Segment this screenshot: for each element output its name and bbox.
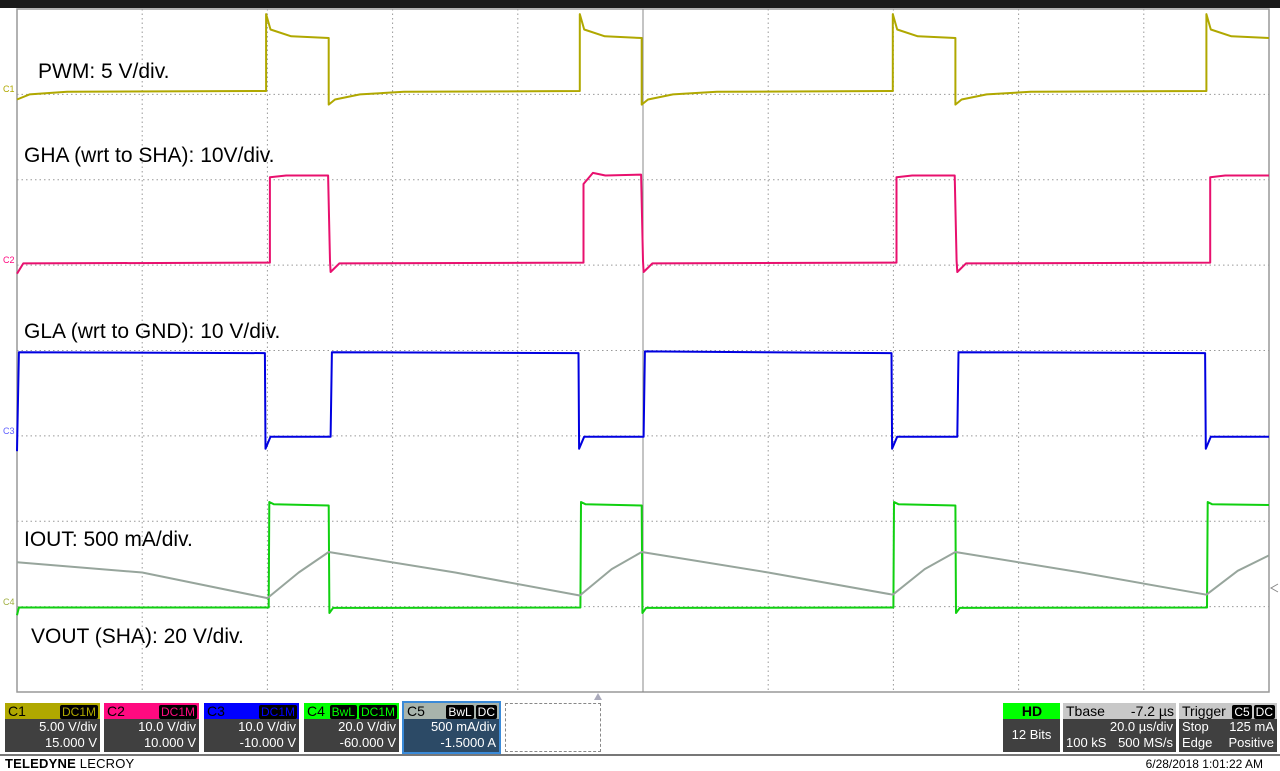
channel-offset: -1.5000 A — [440, 735, 496, 750]
waveform-grid — [16, 8, 1279, 700]
channel-offset: 15.000 V — [44, 735, 97, 750]
trigger-level-marker — [1269, 583, 1279, 593]
channel-vdiv: 5.00 V/div — [39, 719, 97, 734]
coupling-tag: DC1M — [358, 705, 397, 719]
top-menu-bar — [0, 0, 1280, 8]
trigger-panel[interactable]: Trigger C5 DC Stop 125 mA Edge Positive — [1179, 703, 1277, 752]
annotation-iout: IOUT: 500 mA/div. — [24, 528, 193, 551]
channel-name: C2 — [107, 703, 125, 719]
channel-vdiv: 10.0 V/div — [238, 719, 296, 734]
timebase-label: Tbase — [1066, 703, 1105, 719]
channel-name: C1 — [8, 703, 26, 719]
annotation-vout: VOUT (SHA): 20 V/div. — [31, 625, 244, 648]
ground-marker-c1[interactable]: C1 — [3, 84, 15, 94]
channel-name: C3 — [207, 703, 225, 719]
coupling-tag: DC1M — [258, 705, 297, 719]
ground-marker-c3[interactable]: C3 — [3, 426, 15, 436]
annotation-pwm: PWM: 5 V/div. — [38, 60, 170, 83]
trigger-coupling: DC — [1253, 705, 1275, 719]
annotation-gla: GLA (wrt to GND): 10 V/div. — [24, 320, 281, 343]
channel-vdiv: 20.0 V/div — [338, 719, 396, 734]
trace-c2 — [16, 171, 1269, 275]
timebase-samples: 100 kS — [1066, 735, 1107, 750]
brand-logo: TELEDYNE LECROY — [5, 756, 135, 771]
channel-offset: 10.000 V — [143, 735, 196, 750]
channel-panel-c3[interactable]: C3 DC1M 10.0 V/div -10.000 V — [204, 703, 299, 752]
coupling-tag: DC1M — [59, 705, 98, 719]
empty-channel-slot[interactable] — [505, 703, 601, 752]
annotation-gha: GHA (wrt to SHA): 10V/div. — [24, 144, 275, 167]
channel-panel-c4[interactable]: C4 BwL DC1M 20.0 V/div -60.000 V — [304, 703, 399, 752]
channel-panel-c5[interactable]: C5 BwL DC 500 mA/div -1.5000 A — [402, 701, 501, 754]
coupling-tag: BwL — [329, 705, 357, 719]
hd-label: HD — [1003, 703, 1060, 719]
trace-c3 — [16, 350, 1269, 452]
timebase-delay: -7.2 µs — [1130, 703, 1174, 719]
timebase-tdiv: 20.0 µs/div — [1109, 719, 1173, 734]
trigger-position-marker — [594, 693, 602, 700]
trigger-slope: Positive — [1228, 735, 1274, 750]
datetime: 6/28/2018 1:01:22 AM — [1145, 757, 1263, 771]
trigger-label: Trigger — [1182, 703, 1226, 719]
trace-c5 — [16, 551, 1270, 600]
coupling-tag: DC — [475, 705, 497, 719]
hd-bits: 12 Bits — [1011, 727, 1052, 742]
channel-name: C5 — [407, 703, 425, 719]
timebase-rate: 500 MS/s — [1118, 735, 1173, 750]
timebase-panel[interactable]: Tbase -7.2 µs 20.0 µs/div 100 kS 500 MS/s — [1063, 703, 1176, 752]
channel-offset: -10.000 V — [239, 735, 296, 750]
coupling-tag: BwL — [446, 705, 474, 719]
trigger-level: 125 mA — [1229, 719, 1274, 734]
channel-panel-c2[interactable]: C2 DC1M 10.0 V/div 10.000 V — [104, 703, 199, 752]
ground-marker-c2[interactable]: C2 — [3, 255, 15, 265]
channel-panel-c1[interactable]: C1 DC1M 5.00 V/div 15.000 V — [5, 703, 100, 752]
trigger-source: C5 — [1232, 705, 1252, 719]
channel-name: C4 — [307, 703, 325, 719]
ground-marker-c4[interactable]: C4 — [3, 597, 15, 607]
channel-vdiv: 500 mA/div — [430, 719, 496, 734]
channel-vdiv: 10.0 V/div — [138, 719, 196, 734]
trace-c4 — [16, 501, 1270, 616]
trace-c1 — [16, 13, 1270, 106]
channel-offset: -60.000 V — [339, 735, 396, 750]
footer-divider — [0, 754, 1280, 756]
coupling-tag: DC1M — [158, 705, 197, 719]
hd-panel[interactable]: HD 12 Bits — [1003, 703, 1060, 752]
trigger-type: Edge — [1182, 735, 1213, 750]
trigger-mode: Stop — [1182, 719, 1209, 734]
